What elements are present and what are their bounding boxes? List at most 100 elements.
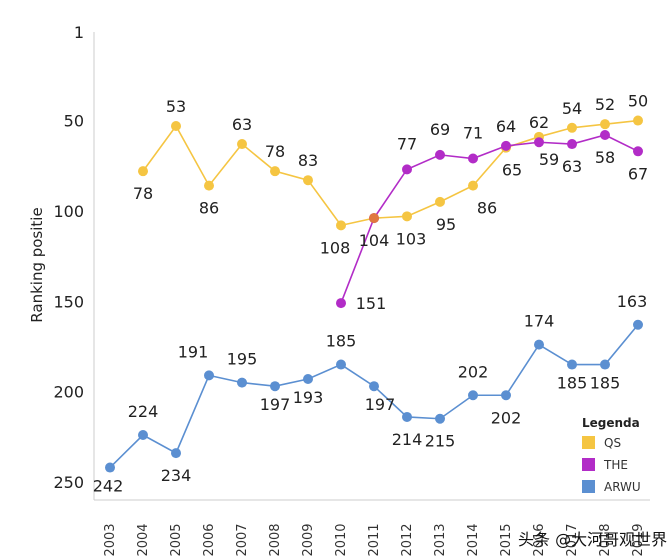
- arwu-point: [435, 413, 445, 424]
- arwu-point: [369, 381, 379, 392]
- qs-data-label: 78: [133, 184, 153, 203]
- arwu-point: [138, 430, 148, 441]
- arwu-data-label: 185: [590, 374, 621, 393]
- qs-point: [633, 115, 643, 126]
- qs-data-label: 104: [359, 231, 390, 250]
- y-axis-label: Ranking positie: [28, 207, 46, 322]
- y-tick-label: 1: [74, 23, 84, 42]
- y-tick-label: 100: [53, 202, 84, 221]
- watermark-text: 头条 @大河哥观世界: [518, 530, 667, 549]
- data-labels: 78 53 86 63 78 83 108 104 103 95 86 65 59 54 52 50 151 77…: [93, 92, 648, 496]
- x-tick-label: 2014: [466, 523, 481, 556]
- arwu-point: [105, 462, 115, 473]
- qs-point: [270, 166, 280, 177]
- qs-point: [303, 175, 313, 186]
- arwu-data-label: 185: [326, 332, 357, 351]
- x-tick-label: 2005: [169, 523, 184, 556]
- x-tick-label: 2019: [631, 523, 646, 556]
- arwu-point: [270, 381, 280, 392]
- arwu-data-label: 234: [161, 466, 192, 485]
- arwu-point: [336, 359, 346, 370]
- the-point: [633, 146, 643, 157]
- legend-swatch-qs: [582, 436, 595, 449]
- arwu-point: [237, 377, 247, 388]
- the-point: [600, 130, 610, 141]
- the-data-label: 64: [496, 117, 516, 136]
- x-tick-label: 2008: [268, 523, 283, 556]
- arwu-point: [534, 339, 544, 350]
- qs-data-label: 86: [199, 199, 219, 218]
- qs-data-label: 83: [298, 151, 318, 170]
- y-tick-label: 50: [64, 112, 84, 131]
- qs-point: [138, 166, 148, 177]
- legend: Legenda QS THE ARWU: [582, 416, 641, 494]
- x-tick-label: 2017: [565, 523, 580, 556]
- legend-label-the: THE: [603, 458, 628, 472]
- the-data-label: 71: [463, 124, 483, 143]
- qs-data-label: 50: [628, 92, 648, 111]
- the-data-label: 151: [356, 294, 387, 313]
- arwu-point: [633, 319, 643, 330]
- legend-label-arwu: ARWU: [604, 480, 641, 494]
- qs-point: [171, 120, 181, 131]
- the-data-label: 58: [595, 148, 615, 167]
- y-tick-label: 250: [53, 473, 84, 492]
- the-point: [501, 140, 511, 151]
- the-data-label: 62: [529, 113, 549, 132]
- qs-data-label: 86: [477, 199, 497, 218]
- the-point: [402, 164, 412, 175]
- x-tick-label: 2011: [367, 523, 382, 556]
- qs-point: [468, 180, 478, 191]
- x-tick-label: 2009: [301, 523, 316, 556]
- qs-point: [204, 180, 214, 191]
- arwu-point: [468, 390, 478, 401]
- arwu-data-label: 193: [293, 388, 324, 407]
- qs-data-label: 53: [166, 97, 186, 116]
- arwu-point: [402, 411, 412, 422]
- the-data-label: 77: [397, 134, 417, 153]
- qs-data-label: 59: [539, 150, 559, 169]
- legend-swatch-arwu: [582, 480, 595, 493]
- arwu-data-label: 197: [365, 395, 396, 414]
- x-tick-label: 2018: [598, 523, 613, 556]
- arwu-data-label: 202: [491, 408, 522, 427]
- arwu-data-label: 215: [425, 432, 456, 451]
- x-tick-label: 2016: [532, 523, 547, 556]
- x-tick-label: 2013: [433, 523, 448, 556]
- arwu-data-label: 185: [557, 374, 588, 393]
- qs-data-label: 65: [502, 161, 522, 180]
- the-point: [435, 149, 445, 160]
- legend-title: Legenda: [582, 416, 640, 430]
- y-tick-label: 200: [53, 383, 84, 402]
- qs-point: [567, 122, 577, 133]
- arwu-data-label: 224: [128, 402, 159, 421]
- qs-point: [336, 220, 346, 231]
- qs-point: [237, 139, 247, 150]
- qs-data-label: 63: [232, 115, 252, 134]
- x-tick-label: 2003: [103, 523, 118, 556]
- qs-data-label: 52: [595, 95, 615, 114]
- crossing-point: [369, 213, 379, 224]
- qs-point: [402, 211, 412, 222]
- y-tick-label: 150: [53, 292, 84, 311]
- arwu-point: [171, 448, 181, 459]
- x-tick-label: 2007: [235, 523, 250, 556]
- arwu-point: [567, 359, 577, 370]
- qs-point: [600, 119, 610, 130]
- the-data-label: 67: [628, 164, 648, 183]
- arwu-data-label: 197: [260, 395, 291, 414]
- arwu-point: [600, 359, 610, 370]
- the-point: [468, 153, 478, 164]
- x-tick-label: 2004: [136, 523, 151, 556]
- qs-data-label: 78: [265, 142, 285, 161]
- the-point: [567, 139, 577, 150]
- legend-label-qs: QS: [604, 436, 621, 450]
- the-line: [340, 134, 639, 304]
- arwu-data-label: 242: [93, 477, 124, 496]
- x-tick-label: 2010: [334, 523, 349, 556]
- the-data-label: 63: [562, 157, 582, 176]
- x-tick-label: 2015: [499, 523, 514, 556]
- axes: [93, 32, 650, 501]
